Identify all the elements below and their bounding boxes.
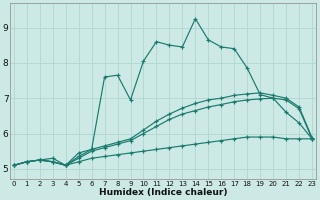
X-axis label: Humidex (Indice chaleur): Humidex (Indice chaleur) xyxy=(99,188,227,197)
